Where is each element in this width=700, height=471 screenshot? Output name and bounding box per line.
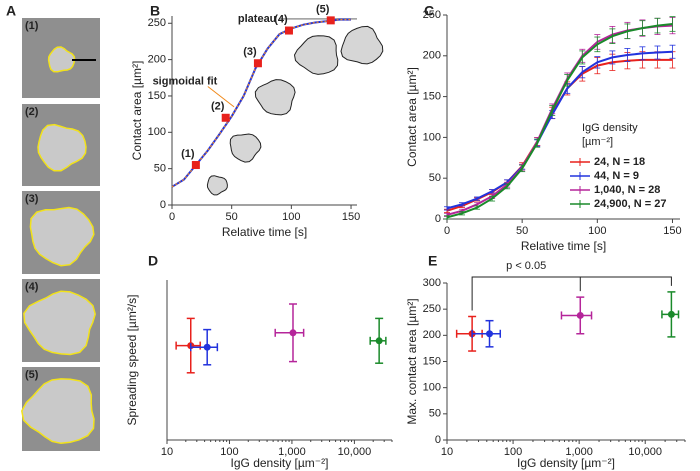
cell-body [21, 378, 95, 445]
image-label: (1) [25, 20, 39, 32]
legend-title: [µm⁻²] [582, 136, 613, 148]
y-tick-label: 200 [423, 329, 441, 341]
marker-label: (5) [316, 3, 330, 15]
panel-letter: B [150, 3, 160, 19]
marker [221, 113, 230, 122]
y-tick-label: 100 [423, 382, 441, 394]
y-tick-label: 200 [148, 54, 166, 66]
y-tick-label: 250 [423, 9, 441, 21]
legend-label: 24,900, N = 27 [594, 198, 666, 210]
x-tick-label: 10,000 [338, 446, 372, 458]
marker [191, 161, 200, 170]
image-label: (5) [25, 369, 39, 381]
marker [253, 59, 262, 68]
marker [284, 26, 293, 35]
cell-outline [293, 35, 339, 75]
y-tick-label: 50 [154, 163, 166, 175]
x-tick-label: 0 [169, 211, 175, 223]
legend-label: 44, N = 9 [594, 170, 639, 182]
fit-label: sigmoidal fit [153, 75, 218, 87]
point [203, 343, 211, 351]
significance-bracket [471, 276, 672, 311]
fit-line [171, 19, 351, 188]
x-tick-label: 150 [342, 211, 360, 223]
x-tick-label: 100 [588, 225, 606, 237]
marker [326, 16, 335, 25]
y-tick-label: 250 [148, 17, 166, 29]
plateau-label: plateau [238, 13, 277, 25]
legend-label: 24, N = 18 [594, 156, 645, 168]
y-tick-label: 100 [423, 131, 441, 143]
panel-letter: A [6, 3, 16, 19]
y-tick-label: 100 [148, 126, 166, 138]
y-tick-label: 150 [148, 90, 166, 102]
y-tick-label: 0 [435, 213, 441, 225]
y-tick-label: 150 [423, 91, 441, 103]
legend-label: 1,040, N = 28 [594, 184, 660, 196]
panel-letter: C [424, 3, 434, 19]
image-label: (2) [25, 106, 39, 118]
series-line [446, 50, 673, 210]
image-label: (4) [25, 281, 39, 293]
x-axis-title: Relative time [s] [222, 225, 307, 239]
y-axis-title: Max. contact area [µm²] [405, 298, 419, 424]
y-tick-label: 250 [423, 303, 441, 315]
y-tick-label: 0 [160, 199, 166, 211]
x-tick-label: 10 [161, 446, 173, 458]
x-tick-label: 100 [504, 446, 522, 458]
cell-body [37, 123, 87, 172]
y-tick-label: 200 [423, 50, 441, 62]
x-tick-label: 0 [444, 225, 450, 237]
series-line [446, 23, 673, 219]
cell-outline [206, 175, 228, 196]
x-tick-label: 10,000 [628, 446, 662, 458]
y-axis-title: Spreading speed [µm²/s] [125, 295, 139, 426]
marker-label: (4) [274, 13, 288, 25]
fit-arrow [207, 86, 235, 108]
x-axis-title: IgG density [µm⁻²] [231, 456, 329, 470]
y-tick-label: 50 [429, 408, 441, 420]
x-tick-label: 50 [226, 211, 238, 223]
cell-outline [254, 79, 296, 116]
y-tick-label: 50 [429, 172, 441, 184]
point [667, 310, 675, 318]
significance-label: p < 0.05 [506, 260, 546, 272]
point [375, 337, 383, 345]
x-tick-label: 150 [663, 225, 681, 237]
y-axis-title: Contact area [µm²] [130, 61, 144, 161]
y-tick-label: 0 [435, 434, 441, 446]
x-axis-title: Relative time [s] [521, 239, 606, 253]
point [289, 329, 297, 337]
x-tick-label: 100 [220, 446, 238, 458]
cell-body [47, 46, 76, 73]
panel-letter: D [148, 253, 158, 269]
legend-title: IgG density [582, 122, 638, 134]
marker-label: (3) [243, 46, 257, 58]
cell-outline [340, 25, 384, 65]
y-tick-label: 300 [423, 277, 441, 289]
x-tick-label: 10 [441, 446, 453, 458]
point [486, 330, 494, 338]
x-tick-label: 1,000 [565, 446, 593, 458]
image-label: (3) [25, 193, 39, 205]
cell-outline [229, 133, 262, 163]
x-tick-label: 50 [516, 225, 528, 237]
marker-label: (1) [181, 148, 195, 160]
cell-body [29, 206, 95, 267]
x-tick-label: 100 [282, 211, 300, 223]
cell-body [23, 290, 96, 356]
panel-letter: E [428, 253, 437, 269]
y-axis-title: Contact area [µm²] [405, 67, 419, 167]
marker-label: (2) [211, 101, 225, 113]
y-tick-label: 150 [423, 355, 441, 367]
x-axis-title: IgG density [µm⁻²] [517, 456, 615, 470]
point [576, 311, 584, 319]
x-tick-label: 1,000 [278, 446, 306, 458]
